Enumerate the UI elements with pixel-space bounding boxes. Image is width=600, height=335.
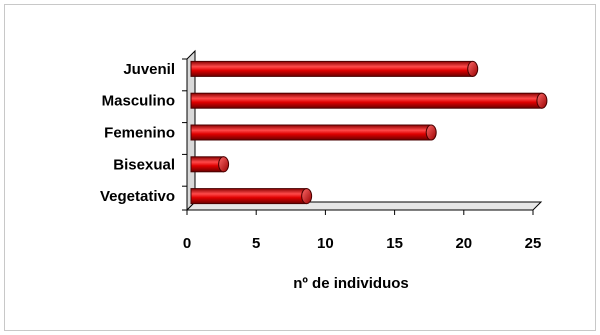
bar-cap bbox=[425, 124, 437, 141]
bar-chart: 0 5 10 15 20 25 Juvenil Masculino Femenino Bisexu… bbox=[100, 49, 548, 292]
x-tick-label: 5 bbox=[252, 235, 260, 252]
chart-frame: 0 5 10 15 20 25 Juvenil Masculino Femenino Bisexu… bbox=[4, 4, 596, 331]
bar bbox=[190, 156, 230, 173]
bar-cap bbox=[536, 92, 548, 109]
x-tick-label: 10 bbox=[317, 235, 334, 252]
bar-body bbox=[190, 124, 432, 141]
bar-body bbox=[190, 92, 543, 109]
x-tick-label: 20 bbox=[455, 235, 472, 252]
bar bbox=[190, 60, 479, 77]
y-category-label: Femenino bbox=[104, 125, 175, 142]
bar-cap bbox=[467, 60, 479, 77]
x-tick-label: 25 bbox=[525, 235, 542, 252]
bar bbox=[190, 92, 548, 109]
bar-cap bbox=[218, 156, 230, 173]
bar bbox=[190, 124, 437, 141]
y-category-label: Vegetativo bbox=[100, 188, 175, 205]
bar-body bbox=[190, 60, 474, 77]
y-category-label: Masculino bbox=[102, 93, 175, 110]
bar-cap bbox=[301, 188, 313, 205]
bar-body bbox=[190, 188, 308, 205]
y-category-label: Juvenil bbox=[123, 61, 175, 78]
x-tick-label: 0 bbox=[183, 235, 191, 252]
y-category-label: Bisexual bbox=[113, 156, 175, 173]
x-tick-label: 15 bbox=[386, 235, 403, 252]
bar bbox=[190, 188, 313, 205]
x-axis-title: nº de individuos bbox=[293, 275, 408, 292]
